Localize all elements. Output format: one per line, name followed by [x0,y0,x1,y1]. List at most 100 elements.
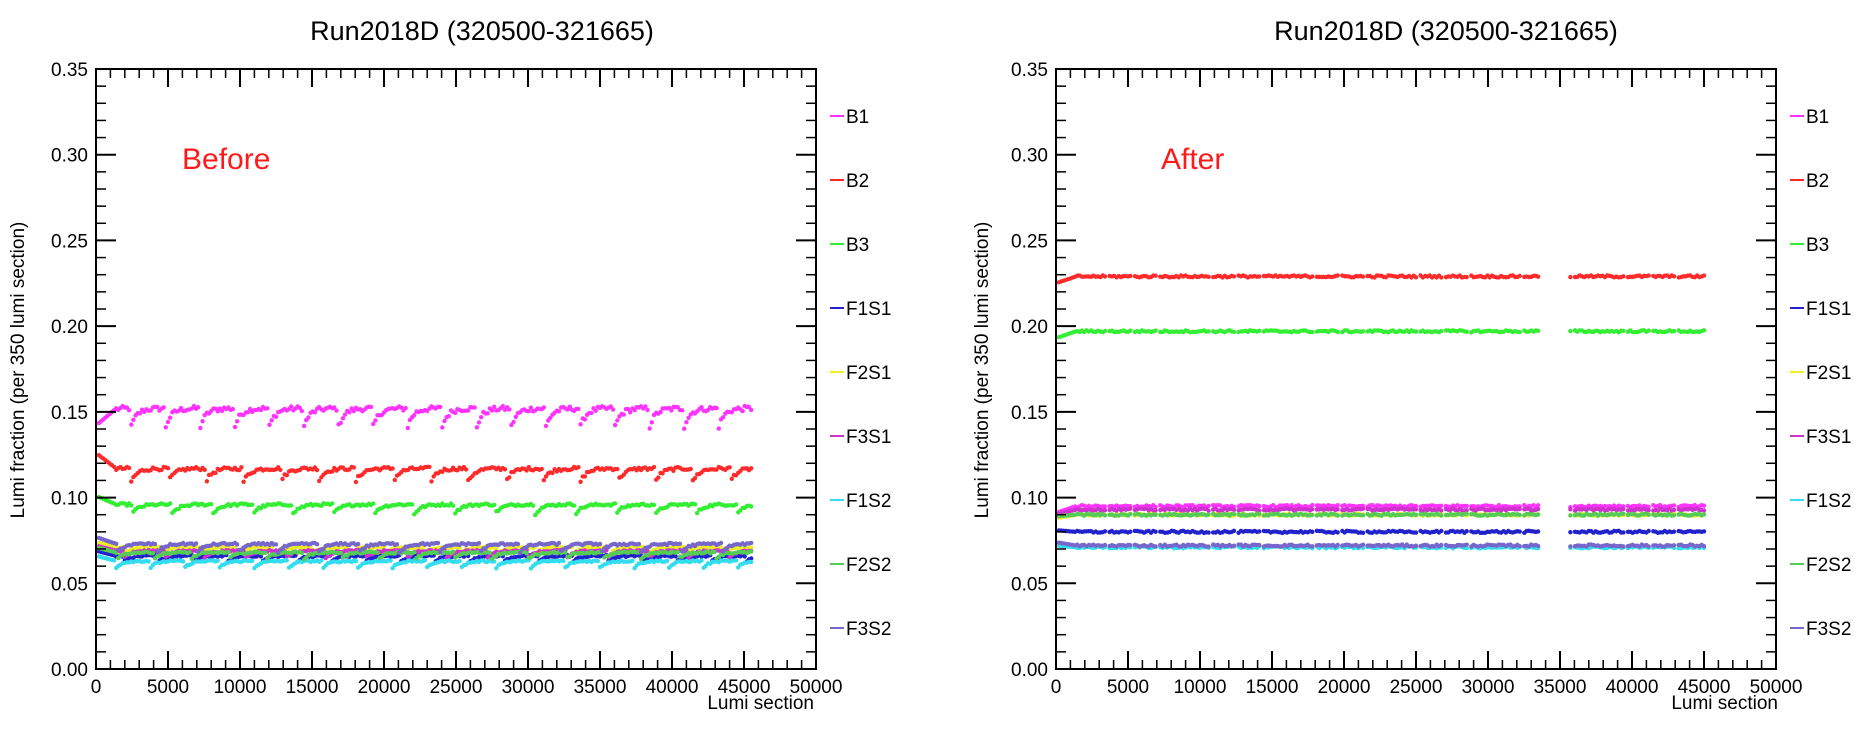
legend-item: F2S1 [830,363,891,384]
data-point [1535,529,1541,534]
legend-label: B1 [846,107,869,128]
data-point [1257,328,1262,333]
data-point [561,558,566,564]
data-point [1231,528,1237,533]
legend-label: F3S1 [846,427,891,448]
data-point [312,410,318,415]
x-tick-label: 10000 [214,677,267,698]
data-point [472,405,477,410]
data-point [636,541,642,547]
data-point [198,425,203,431]
data-point [250,502,255,507]
x-tick-label: 50000 [790,677,843,698]
data-point [651,464,657,470]
data-point [299,408,305,414]
data-point [1128,506,1133,511]
series-f3s1 [1056,506,1707,517]
data-point [338,420,343,426]
series-b1 [96,403,754,431]
data-point [340,416,346,421]
data-point [1360,274,1366,279]
data-point [450,503,456,508]
legend-item: F3S1 [830,427,891,448]
x-tick-label: 30000 [502,677,555,698]
data-point [269,418,274,423]
data-point [288,503,294,508]
data-point [656,475,661,480]
data-point [692,502,698,507]
data-point [131,417,136,422]
y-tick-label: 0.35 [51,60,88,81]
data-point [245,410,251,415]
data-point [168,501,173,506]
series-f1s1 [1056,528,1707,536]
data-point [720,415,726,420]
data-point [1257,503,1262,509]
data-point [371,421,376,427]
data-point [1621,511,1626,516]
y-tick-label: 0.10 [51,489,88,510]
data-point [1335,507,1340,512]
data-point [234,419,240,424]
data-point [1102,274,1108,279]
data-point [1439,275,1444,280]
data-point [284,473,289,478]
data-point [226,550,231,555]
x-tick-label: 25000 [430,677,483,698]
chart-title: Run2018D (320500-321665) [310,16,654,46]
data-point [517,550,523,556]
data-point [541,478,546,483]
data-point [306,415,311,420]
data-point [1206,274,1211,279]
data-point [299,550,305,556]
series-f3s2 [96,535,754,556]
data-point [463,467,469,472]
legend-item: F2S2 [830,555,891,576]
data-point [176,506,181,512]
data-point [146,559,151,564]
data-point [1231,329,1237,334]
series-f3s2 [1056,540,1707,549]
data-point [204,479,210,484]
data-point [718,545,724,550]
data-point [1671,507,1677,513]
data-point [485,411,490,416]
data-point [1257,511,1262,517]
data-point [507,475,512,480]
data-point [1153,529,1158,534]
data-point [1310,329,1315,335]
data-point [494,545,499,551]
data-point [1128,273,1133,279]
data-point [1517,512,1522,518]
data-point [213,470,218,476]
legend-label: F2S1 [846,363,891,384]
legend-label: F3S2 [846,619,891,640]
data-point [1128,328,1133,333]
x-tick-label: 15000 [286,677,339,698]
legend-label: F1S1 [846,299,891,320]
data-point [317,478,322,484]
data-point [1102,508,1108,513]
x-tick-label: 35000 [574,677,627,698]
data-point [375,550,380,555]
data-point [1568,530,1573,535]
x-tick-label: 40000 [646,677,699,698]
data-point [647,426,652,431]
data-point [718,540,724,546]
data-point [492,502,497,508]
data-point [165,419,171,425]
data-point [438,550,443,555]
data-point [749,559,754,565]
data-point [1206,508,1211,513]
data-point [1335,503,1340,508]
data-point [679,408,685,413]
data-point [1439,328,1444,334]
data-point [114,541,119,546]
data-point [196,405,201,410]
data-point [1701,508,1707,513]
data-point [673,554,678,559]
data-point [1310,529,1315,534]
data-point [1568,507,1573,512]
data-point [453,410,458,416]
data-point [284,558,289,563]
